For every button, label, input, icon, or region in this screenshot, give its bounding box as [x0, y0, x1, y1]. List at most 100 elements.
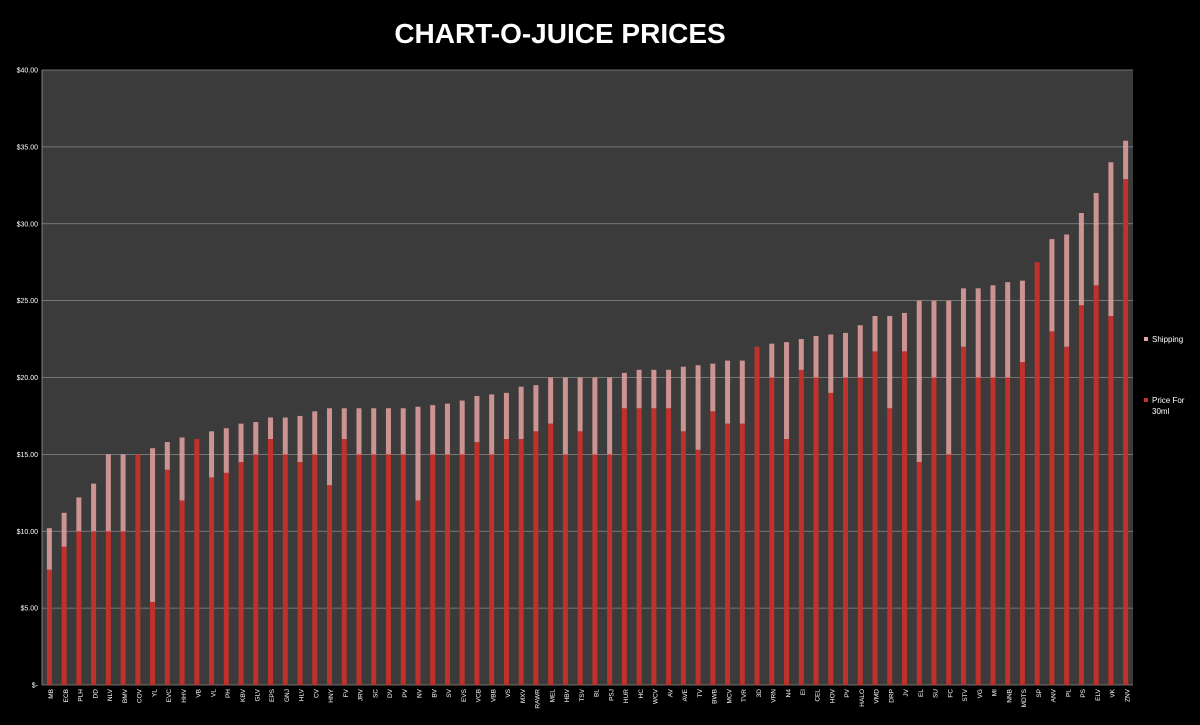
bar-price-30ml [901, 351, 907, 685]
bar-price-30ml [430, 454, 436, 685]
x-tick-label: SU [933, 689, 940, 698]
x-tick-label: VRN [771, 689, 778, 703]
bar-shipping [297, 415, 303, 463]
bar-shipping [960, 288, 966, 347]
bar-price-30ml [46, 569, 52, 685]
x-tick-label: TSV [579, 688, 586, 701]
bar-shipping [385, 408, 391, 455]
bar-price-30ml [297, 462, 303, 685]
bar-shipping [105, 454, 111, 532]
bar-shipping [990, 285, 996, 378]
bar-shipping [61, 512, 67, 547]
bar-shipping [946, 300, 952, 455]
bar-shipping [784, 342, 790, 439]
x-tick-label: CV [313, 688, 320, 698]
x-tick-label: HC [638, 689, 645, 699]
x-tick-label: WCV [653, 688, 660, 704]
bar-shipping [459, 400, 465, 455]
bar-price-30ml [931, 377, 937, 685]
bar-shipping [268, 417, 274, 439]
bar-shipping [916, 300, 922, 463]
y-tick-label: $25.00 [17, 298, 39, 305]
x-tick-label: MB [48, 689, 55, 699]
bar-shipping [76, 497, 82, 532]
bar-shipping [326, 408, 332, 486]
bar-price-30ml [828, 392, 834, 685]
bar-shipping [931, 300, 937, 378]
bar-price-30ml [61, 546, 67, 685]
x-tick-label: HNY [328, 688, 335, 702]
bar-price-30ml [916, 462, 922, 685]
bar-shipping [651, 369, 657, 409]
bar-shipping [975, 288, 981, 378]
x-tick-label: MEL [549, 689, 556, 703]
bar-price-30ml [282, 454, 288, 685]
bar-price-30ml [636, 408, 642, 685]
chart-title: CHART-O-JUICE PRICES [394, 18, 726, 49]
bar-price-30ml [769, 377, 775, 685]
legend-label-shipping: Shipping [1152, 335, 1183, 344]
x-tick-label: NLV [107, 688, 114, 701]
bar-shipping [621, 372, 627, 409]
x-tick-label: ANV [1051, 688, 1058, 702]
y-tick-label: $- [32, 683, 39, 690]
x-tick-label: VMD [874, 689, 881, 704]
bar-price-30ml [562, 454, 568, 685]
bar-price-30ml [1108, 316, 1114, 685]
bar-price-30ml [238, 462, 244, 685]
bar-price-30ml [990, 377, 996, 685]
bar-shipping [1108, 162, 1114, 316]
x-tick-label: VS [505, 688, 512, 697]
bar-price-30ml [268, 439, 274, 685]
bar-price-30ml [1123, 179, 1129, 685]
bar-price-30ml [739, 423, 745, 685]
x-tick-label: EVC [166, 689, 173, 703]
bar-price-30ml [857, 377, 863, 685]
bar-price-30ml [872, 351, 878, 685]
bar-shipping [489, 394, 495, 455]
x-tick-label: EI [800, 689, 807, 695]
bar-price-30ml [592, 454, 598, 685]
x-tick-label: MDTS [1021, 688, 1028, 707]
x-tick-label: COV [137, 688, 144, 703]
bar-shipping [503, 392, 509, 439]
bar-shipping [857, 325, 863, 378]
bar-shipping [371, 408, 377, 455]
bar-price-30ml [76, 531, 82, 685]
bar-price-30ml [548, 423, 554, 685]
bar-shipping [179, 437, 185, 501]
bar-shipping [548, 377, 554, 424]
bar-shipping [592, 377, 598, 455]
bar-shipping [725, 360, 731, 424]
y-tick-label: $40.00 [17, 68, 39, 75]
bar-price-30ml [946, 454, 952, 685]
bar-shipping [312, 411, 318, 455]
bar-shipping [46, 528, 52, 570]
x-tick-label: SV [446, 688, 453, 697]
bar-shipping [444, 403, 450, 455]
bar-shipping [518, 386, 524, 439]
bar-shipping [1005, 282, 1011, 378]
bar-price-30ml [194, 439, 200, 685]
bar-price-30ml [533, 431, 539, 685]
x-tick-label: HUR [623, 689, 630, 703]
legend-label-price: Price For 30ml [1152, 396, 1185, 416]
bar-shipping [695, 365, 701, 450]
x-tick-label: ZNV [1124, 688, 1131, 702]
x-tick-label: HALO [859, 689, 866, 707]
y-tick-label: $5.00 [20, 606, 38, 613]
x-tick-label: DV [387, 688, 394, 698]
bar-shipping [607, 377, 613, 455]
bar-price-30ml [400, 454, 406, 685]
bar-price-30ml [1078, 305, 1084, 685]
x-tick-label: AV [667, 688, 674, 697]
bar-shipping [1064, 234, 1070, 347]
x-tick-label: EPS [269, 688, 276, 702]
x-tick-label: MI [992, 689, 999, 696]
bar-shipping [415, 406, 421, 501]
bar-shipping [843, 332, 849, 378]
bar-price-30ml [120, 531, 126, 685]
x-tick-label: PV [844, 688, 851, 697]
x-tick-label: DD [92, 689, 99, 699]
